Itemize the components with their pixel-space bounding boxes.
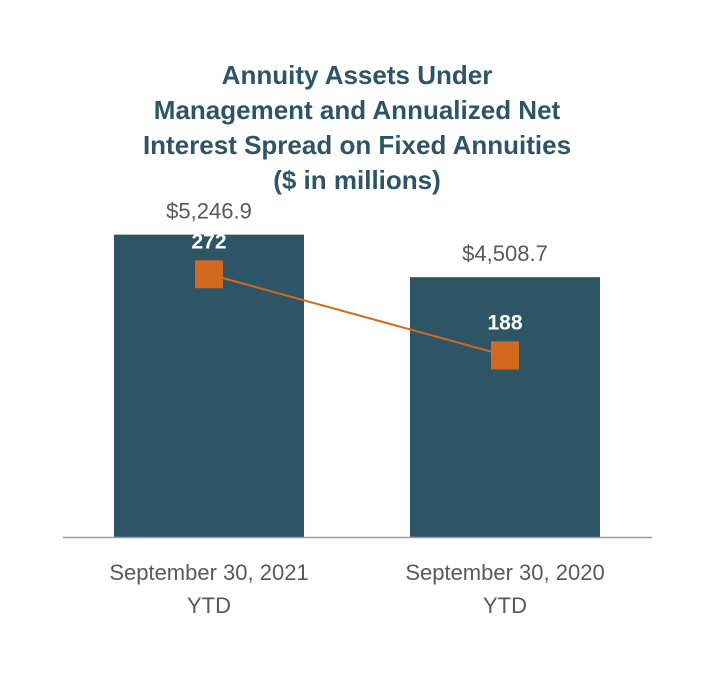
- chart-title-line-4: ($ in millions): [273, 165, 441, 195]
- bar-value-label-1: $5,246.9: [166, 199, 252, 224]
- spread-value-label-1: 272: [191, 230, 226, 253]
- chart-title-line-1: Annuity Assets Under: [221, 60, 493, 90]
- spread-marker-2: [491, 341, 519, 370]
- spread-value-label-2: 188: [487, 311, 522, 334]
- category-label-2-line-1: September 30, 2020: [405, 560, 604, 585]
- category-label-2-line-2: YTD: [483, 593, 527, 618]
- spread-marker-1: [195, 260, 223, 289]
- category-label-1-line-2: YTD: [187, 593, 231, 618]
- bar-value-label-2: $4,508.7: [462, 241, 548, 266]
- chart-title-line-3: Interest Spread on Fixed Annuities: [142, 130, 572, 160]
- bar-2: [410, 277, 600, 537]
- chart-title: Annuity Assets Under Management and Annu…: [0, 58, 714, 198]
- category-label-1-line-1: September 30, 2021: [109, 560, 308, 585]
- chart-title-line-2: Management and Annualized Net: [153, 95, 561, 125]
- spread-line: [208, 273, 506, 357]
